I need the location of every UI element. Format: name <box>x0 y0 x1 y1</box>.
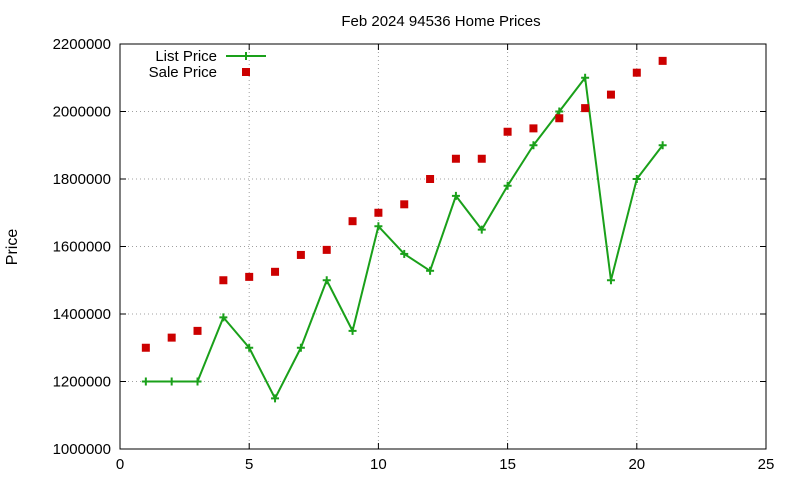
sale-price-point <box>141 343 150 352</box>
grid-layer <box>120 44 766 449</box>
y-tick-label: 1600000 <box>53 239 111 256</box>
list-price-point <box>141 377 150 386</box>
list-price-point <box>348 326 357 335</box>
x-tick-label: 0 <box>116 456 124 473</box>
list-price-point <box>193 377 202 386</box>
sale-price-point <box>451 154 460 163</box>
list-price-point <box>606 276 615 285</box>
sale-price-point <box>193 326 202 335</box>
y-tick-label: 2000000 <box>53 104 111 121</box>
series-list-price <box>141 73 667 403</box>
sale-price-point <box>658 56 667 65</box>
list-price-point <box>374 222 383 231</box>
sale-price-point <box>348 217 357 226</box>
list-price-point <box>426 266 435 275</box>
list-price-point <box>503 181 512 190</box>
sale-price-point <box>477 154 486 163</box>
list-price-line <box>145 76 664 400</box>
legend-marker <box>242 68 250 76</box>
x-tick-label: 15 <box>499 456 516 473</box>
sale-price-point <box>503 127 512 136</box>
list-price-point <box>555 107 564 116</box>
list-price-point <box>477 225 486 234</box>
list-price-point <box>581 73 590 82</box>
list-price-point <box>245 343 254 352</box>
sale-price-point <box>271 267 280 276</box>
list-price-point <box>451 191 460 200</box>
legend-label: List Price <box>155 48 217 65</box>
sale-price-point <box>529 124 538 133</box>
sale-price-point <box>632 68 641 77</box>
sale-price-point <box>374 208 383 217</box>
list-price-point <box>271 394 280 403</box>
y-tick-label: 2200000 <box>53 36 111 53</box>
sale-price-point <box>219 276 228 285</box>
sale-price-point <box>606 90 615 99</box>
list-price-point <box>529 141 538 150</box>
list-price-point <box>400 249 409 258</box>
y-tick-label: 1200000 <box>53 374 111 391</box>
list-price-point <box>322 276 331 285</box>
sale-price-point <box>296 250 305 259</box>
x-tick-label: 5 <box>245 456 253 473</box>
sale-price-point <box>581 104 590 113</box>
series-layer <box>141 56 667 403</box>
x-tick-label: 20 <box>628 456 645 473</box>
sale-price-point <box>167 333 176 342</box>
y-tick-label: 1000000 <box>53 441 111 458</box>
legend-entry-sale-price: Sale Price <box>149 64 250 81</box>
list-price-point <box>296 343 305 352</box>
x-tick-label: 25 <box>758 456 775 473</box>
list-price-point <box>219 313 228 322</box>
list-price-point <box>632 175 641 183</box>
x-tick-label: 10 <box>370 456 387 473</box>
legend-label: Sale Price <box>149 64 217 81</box>
sale-price-point <box>400 200 409 209</box>
ticks-layer: 0 5 10 15 20 25 1000000 1200000 1400000 1600000 18… <box>53 36 775 473</box>
legend-marker <box>242 52 250 60</box>
sale-price-point <box>322 245 331 254</box>
y-tick-label: 1400000 <box>53 306 111 323</box>
sale-price-point <box>426 175 435 183</box>
legend-entry-list-price: List Price <box>155 48 266 65</box>
list-price-point <box>167 377 176 386</box>
chart-title: Feb 2024 94536 Home Prices <box>341 13 540 30</box>
y-tick-label: 1800000 <box>53 171 111 188</box>
sale-price-point <box>555 114 564 123</box>
series-sale-price <box>141 56 667 352</box>
list-price-point <box>658 141 667 150</box>
y-axis-label: Price <box>4 229 21 266</box>
sale-price-point <box>245 272 254 281</box>
